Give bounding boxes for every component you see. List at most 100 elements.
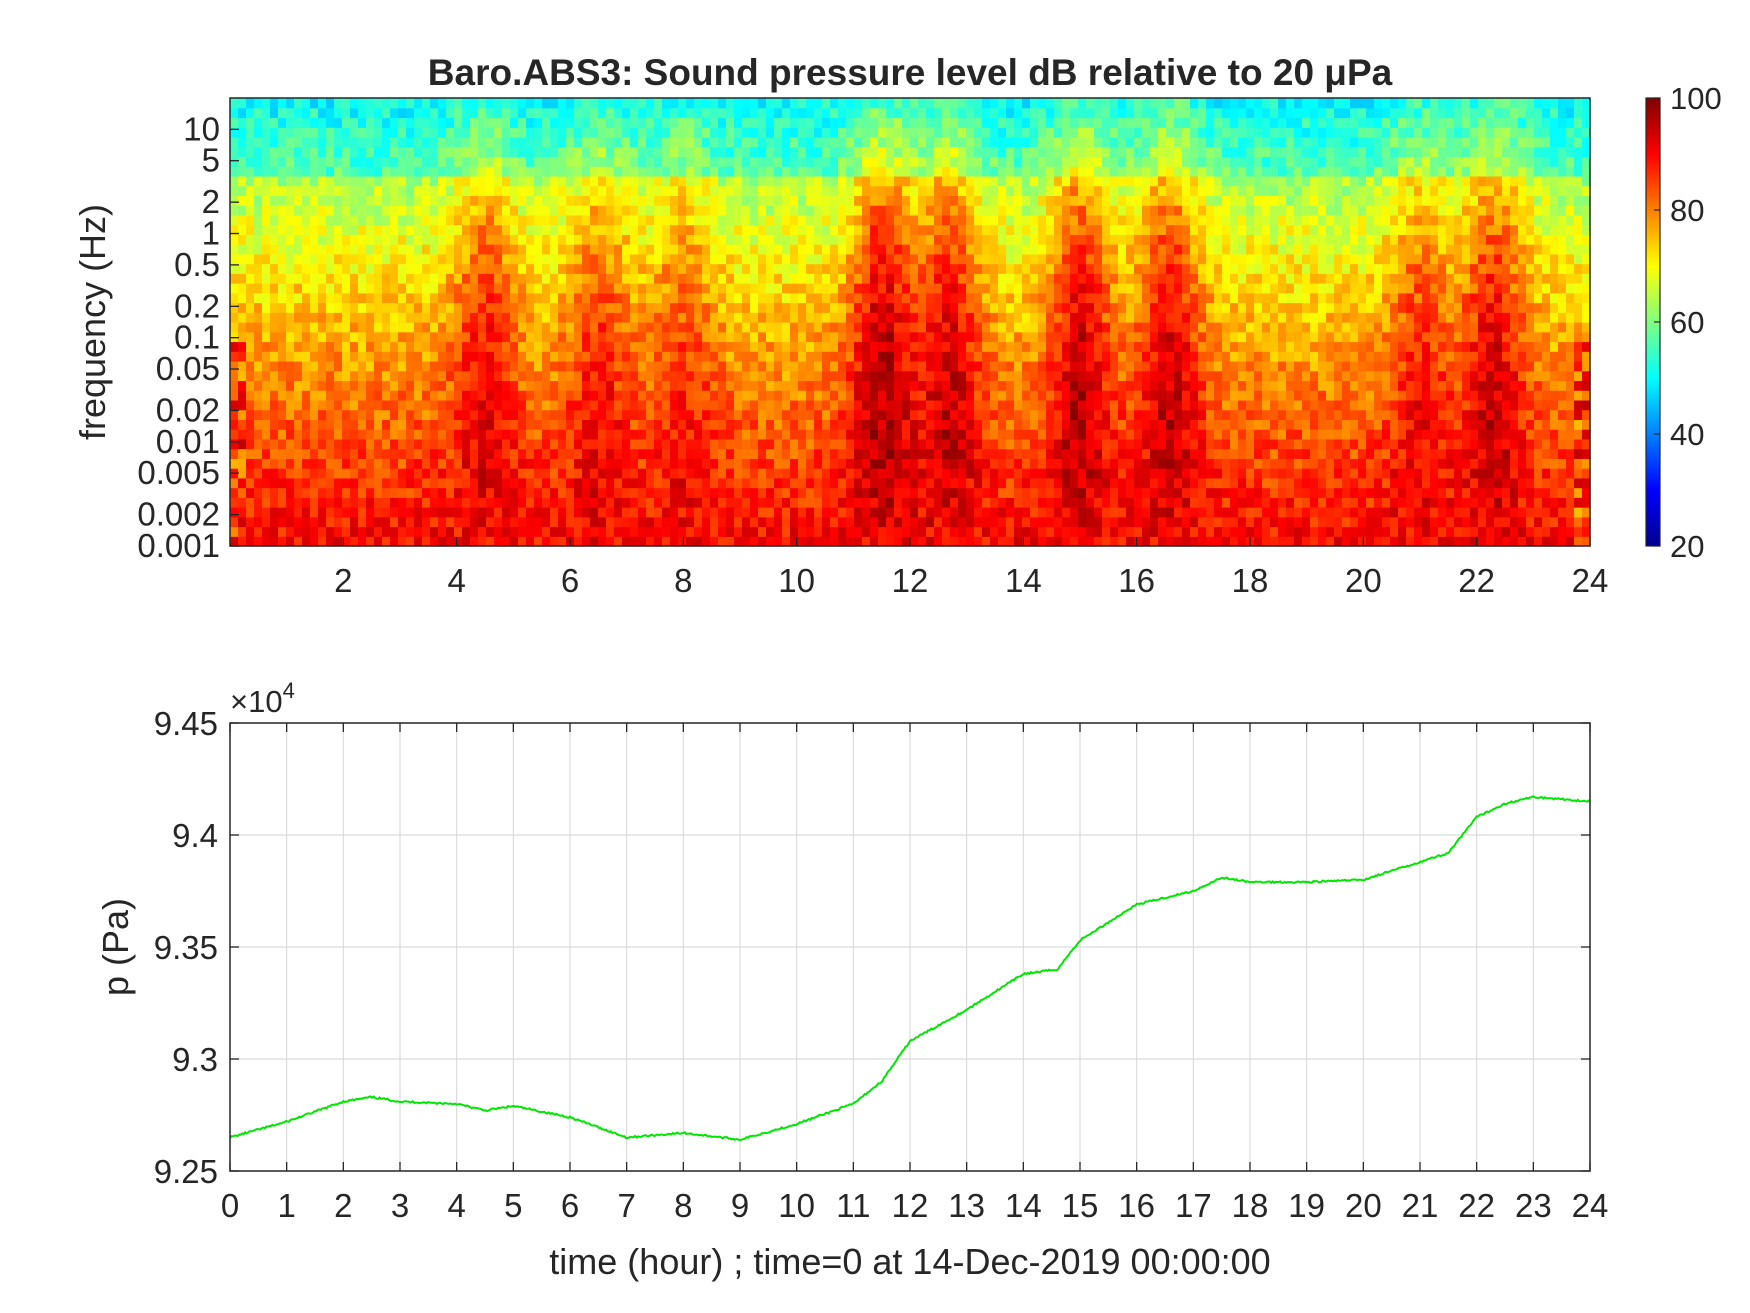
- heatmap-cell: [950, 156, 959, 167]
- heatmap-cell: [374, 399, 383, 411]
- heatmap-cell: [838, 195, 847, 206]
- heatmap-cell: [262, 429, 271, 440]
- heatmap-cell: [574, 390, 583, 401]
- heatmap-cell: [566, 185, 575, 196]
- heatmap-cell: [702, 477, 711, 489]
- heatmap-cell: [374, 263, 383, 274]
- heatmap-cell: [734, 526, 743, 537]
- heatmap-cell: [1070, 214, 1079, 226]
- heatmap-cell: [734, 341, 743, 352]
- heatmap-cell: [1006, 312, 1015, 323]
- heatmap-cell: [710, 107, 719, 119]
- heatmap-cell: [358, 497, 367, 508]
- heatmap-cell: [982, 536, 991, 547]
- heatmap-cell: [638, 175, 647, 187]
- heatmap-cell: [614, 146, 623, 158]
- heatmap-cell: [862, 477, 871, 489]
- heatmap-cell: [550, 536, 559, 547]
- heatmap-cell: [430, 244, 439, 255]
- heatmap-cell: [806, 273, 815, 284]
- heatmap-cell: [854, 448, 863, 459]
- heatmap-cell: [982, 516, 991, 528]
- heatmap-cell: [574, 487, 583, 498]
- heatmap-cell: [1030, 399, 1039, 411]
- heatmap-cell: [606, 360, 615, 372]
- heatmap-cell: [374, 136, 383, 148]
- heatmap-cell: [302, 370, 311, 382]
- heatmap-cell: [1054, 341, 1063, 352]
- heatmap-cell: [806, 263, 815, 274]
- heatmap-cell: [414, 214, 423, 226]
- heatmap-cell: [846, 253, 855, 265]
- heatmap-cell: [974, 127, 983, 138]
- heatmap-cell: [270, 477, 279, 489]
- heatmap-cell: [1030, 253, 1039, 265]
- heatmap-cell: [838, 360, 847, 372]
- heatmap-cell: [518, 273, 527, 284]
- heatmap-cell: [806, 205, 815, 216]
- heatmap-cell: [1006, 516, 1015, 528]
- heatmap-cell: [886, 136, 895, 148]
- heatmap-cell: [822, 234, 831, 245]
- heatmap-cell: [1046, 331, 1055, 343]
- heatmap-cell: [510, 273, 519, 284]
- heatmap-cell: [350, 214, 359, 226]
- heatmap-cell: [390, 127, 399, 138]
- heatmap-cell: [902, 351, 911, 362]
- heatmap-cell: [542, 195, 551, 206]
- heatmap-cell: [358, 263, 367, 274]
- heatmap-cell: [686, 487, 695, 498]
- heatmap-cell: [246, 146, 255, 158]
- heatmap-cell: [414, 487, 423, 498]
- heatmap-cell: [974, 156, 983, 167]
- heatmap-cell: [550, 117, 559, 128]
- heatmap-cell: [542, 244, 551, 255]
- heatmap-cell: [686, 409, 695, 420]
- heatmap-cell: [542, 292, 551, 304]
- heatmap-cell: [726, 360, 735, 372]
- heatmap-cell: [726, 175, 735, 187]
- heatmap-cell: [278, 244, 287, 255]
- heatmap-cell: [830, 205, 839, 216]
- heatmap-cell: [558, 263, 567, 274]
- heatmap-cell: [990, 497, 999, 508]
- heatmap-cell: [534, 468, 543, 479]
- heatmap-cell: [982, 263, 991, 274]
- heatmap-cell: [542, 477, 551, 489]
- heatmap-cell: [926, 438, 935, 450]
- heatmap-cell: [350, 156, 359, 167]
- heatmap-cell: [646, 195, 655, 206]
- heatmap-cell: [742, 322, 751, 333]
- heatmap-cell: [270, 166, 279, 177]
- heatmap-cell: [982, 107, 991, 119]
- heatmap-cell: [614, 107, 623, 119]
- heatmap-cell: [270, 253, 279, 265]
- heatmap-cell: [926, 468, 935, 479]
- heatmap-cell: [774, 98, 783, 109]
- heatmap-cell: [1054, 419, 1063, 430]
- heatmap-cell: [654, 458, 663, 469]
- heatmap-cell: [478, 156, 487, 167]
- heatmap-cell: [686, 117, 695, 128]
- heatmap-cell: [910, 253, 919, 265]
- heatmap-cell: [958, 156, 967, 167]
- heatmap-cell: [430, 331, 439, 343]
- heatmap-cell: [318, 195, 327, 206]
- heatmap-cell: [894, 302, 903, 313]
- heatmap-cell: [862, 536, 871, 547]
- heatmap-cell: [230, 507, 239, 518]
- heatmap-cell: [366, 146, 375, 158]
- heatmap-cell: [662, 244, 671, 255]
- heatmap-cell: [766, 497, 775, 508]
- heatmap-cell: [646, 419, 655, 430]
- heatmap-cell: [630, 516, 639, 528]
- heatmap-cell: [902, 253, 911, 265]
- heatmap-cell: [838, 477, 847, 489]
- heatmap-cell: [382, 107, 391, 119]
- heatmap-cell: [1078, 292, 1087, 304]
- heatmap-cell: [1070, 468, 1079, 479]
- heatmap-cell: [958, 497, 967, 508]
- heatmap-cell: [950, 477, 959, 489]
- heatmap-cell: [766, 409, 775, 420]
- heatmap-cell: [694, 234, 703, 245]
